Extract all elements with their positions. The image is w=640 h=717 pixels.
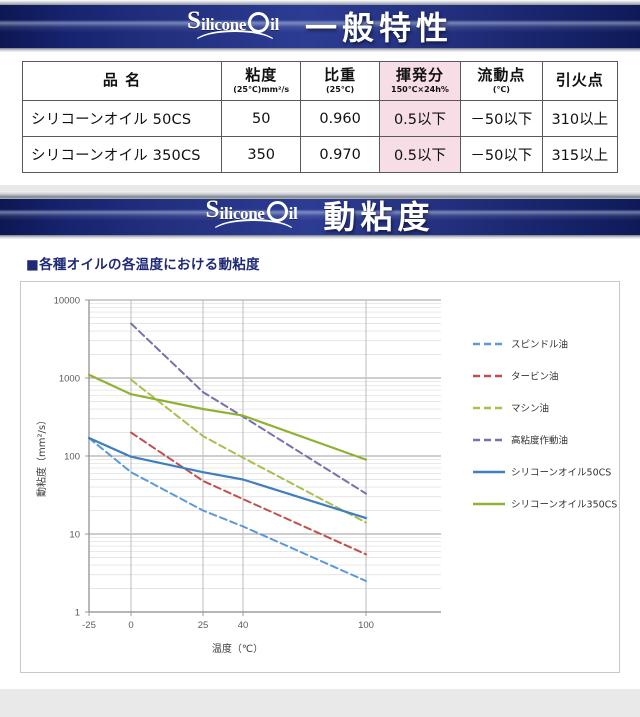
logo-text-il: il <box>288 204 298 224</box>
banner-title: 動粘度 <box>323 198 435 237</box>
table-header-row: 品 名 粘度 (25℃)mm²/s 比重 (25℃) 揮発分 150℃×24h%… <box>22 60 619 102</box>
legend-label: 高粘度作動油 <box>511 435 568 447</box>
section-divider <box>0 185 640 192</box>
cell-specific-gravity: 0.960 <box>300 100 380 138</box>
legend-label: マシン油 <box>511 403 549 415</box>
legend-label: シリコーンオイル50CS <box>511 468 611 479</box>
silicone-oil-logo: S ilicone il <box>187 8 279 44</box>
cell-product-name: シリコーンオイル 50CS <box>22 100 222 138</box>
x-axis-label: 温度（℃） <box>212 642 263 655</box>
series-line <box>88 437 367 583</box>
logo-swoosh-icon <box>192 30 278 44</box>
logo-o-ring-icon <box>266 201 288 223</box>
cell-viscosity: 50 <box>220 100 302 138</box>
series-line <box>87 437 368 520</box>
cell-flash-point: 310以上 <box>541 100 619 138</box>
logo-text-ilicone: ilicone <box>201 15 247 34</box>
banner-general-properties: S ilicone il 一般特性 <box>0 0 640 52</box>
logo-text-il: il <box>270 15 280 34</box>
legend-label: スピンドル油 <box>511 339 568 351</box>
svg-text:25: 25 <box>198 620 209 631</box>
svg-text:100: 100 <box>64 452 80 463</box>
series-line <box>130 431 367 556</box>
header-volatile-content: 揮発分 150℃×24h% <box>378 60 462 102</box>
banner-title: 一般特性 <box>305 9 454 47</box>
spec-table-section: 品 名 粘度 (25℃)mm²/s 比重 (25℃) 揮発分 150℃×24h%… <box>0 52 640 186</box>
legend-label: タービン油 <box>511 371 559 383</box>
cell-specific-gravity: 0.970 <box>300 136 380 174</box>
header-pour-point: 流動点 (℃) <box>460 60 543 102</box>
series-line <box>130 378 367 524</box>
heading-text: 各種オイルの各温度における動粘度 <box>39 257 260 274</box>
series-line <box>130 322 367 495</box>
svg-text:0: 0 <box>128 620 133 631</box>
svg-text:1000: 1000 <box>59 374 80 385</box>
series-line <box>87 373 368 461</box>
chart-section: ■各種オイルの各温度における動粘度 1 10 100 1000 10000 -25 0 25 4… <box>0 239 640 690</box>
footer-strip <box>0 689 640 717</box>
header-specific-gravity: 比重 (25℃) <box>300 60 380 102</box>
svg-text:40: 40 <box>238 620 249 631</box>
y-axis-label: 動粘度（mm²/s） <box>35 415 48 497</box>
header-viscosity: 粘度 (25℃)mm²/s <box>220 60 302 102</box>
logo-swoosh-icon <box>211 219 296 233</box>
heading-marker-icon: ■ <box>26 257 40 274</box>
cell-volatile-content: 0.5以下 <box>378 100 462 138</box>
header-flash-point: 引火点 <box>541 60 619 102</box>
logo-letter-s: S <box>186 7 202 34</box>
cell-volatile-content: 0.5以下 <box>378 136 462 174</box>
silicone-oil-logo: S ilicone il <box>205 196 298 233</box>
cell-pour-point: －50以下 <box>460 136 543 174</box>
chart-container: 1 10 100 1000 10000 -25 0 25 40 100 温度（℃） 動粘度（mm²/s… <box>20 281 620 674</box>
header-product-name: 品 名 <box>22 60 222 102</box>
banner-kinematic-viscosity: S ilicone il 動粘度 <box>0 191 640 240</box>
logo-o-ring-icon <box>248 12 270 33</box>
chart-heading: ■各種オイルの各温度における動粘度 <box>26 253 620 273</box>
legend-label: シリコーンオイル350CS <box>511 500 617 511</box>
cell-product-name: シリコーンオイル 350CS <box>22 136 222 174</box>
logo-text-ilicone: ilicone <box>219 204 265 224</box>
svg-text:-25: -25 <box>82 620 96 631</box>
cell-pour-point: －50以下 <box>460 100 543 138</box>
svg-text:1: 1 <box>75 608 80 619</box>
general-properties-table: 品 名 粘度 (25℃)mm²/s 比重 (25℃) 揮発分 150℃×24h%… <box>22 60 619 174</box>
table-row: シリコーンオイル 50CS 50 0.960 0.5以下 －50以下 310以上 <box>22 100 619 138</box>
svg-text:10: 10 <box>69 530 80 541</box>
cell-flash-point: 315以上 <box>541 136 619 174</box>
cell-viscosity: 350 <box>220 136 302 174</box>
svg-text:10000: 10000 <box>54 296 80 307</box>
table-row: シリコーンオイル 350CS 350 0.970 0.5以下 －50以下 315… <box>22 136 619 174</box>
viscosity-line-chart: 1 10 100 1000 10000 -25 0 25 40 100 温度（℃） 動粘度（mm²/s… <box>35 296 617 656</box>
svg-text:100: 100 <box>358 620 374 631</box>
logo-letter-s: S <box>205 196 220 224</box>
